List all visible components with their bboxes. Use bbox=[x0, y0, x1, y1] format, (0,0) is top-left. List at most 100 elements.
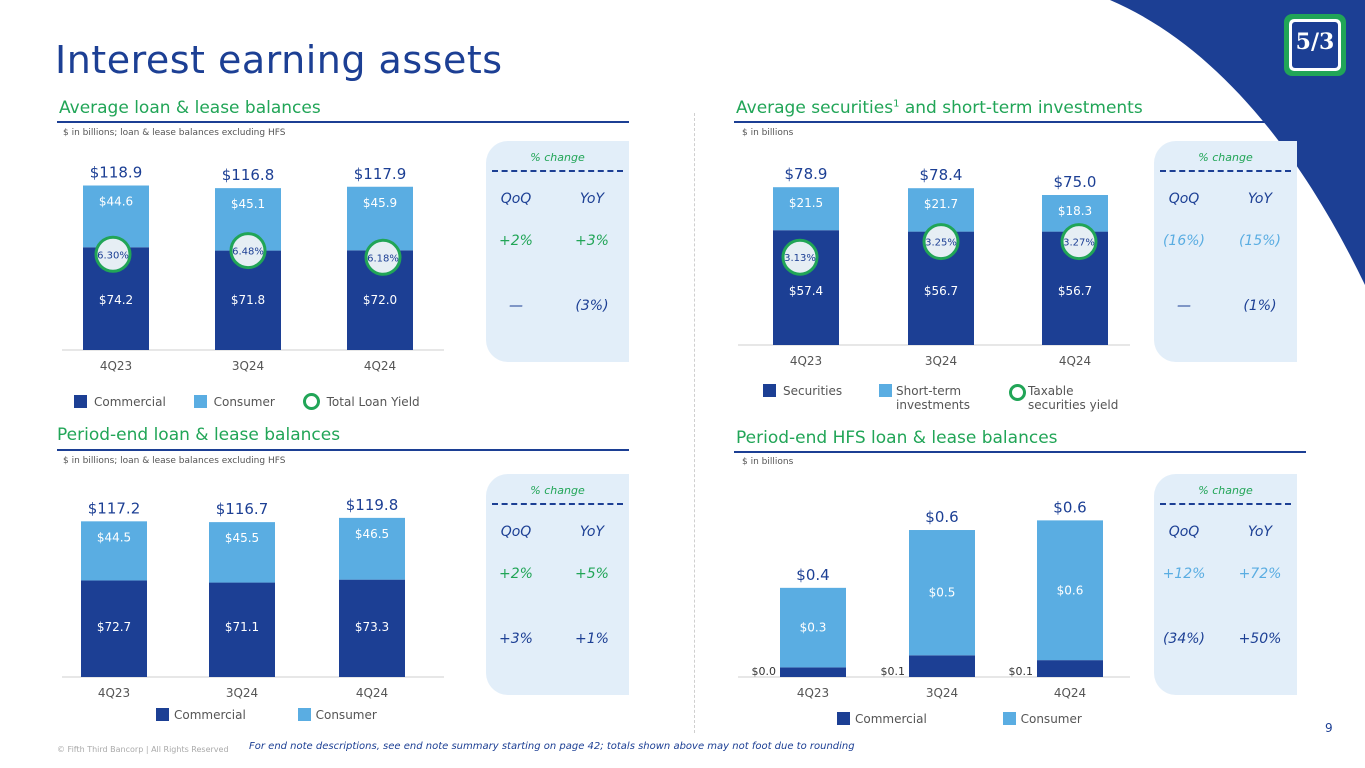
pct-change-box-avg-securities: % change QoQ YoY (16%) (15%) — (1%) bbox=[1154, 141, 1297, 362]
legend-item: Consumer bbox=[193, 395, 275, 409]
legend-item: Consumer bbox=[297, 708, 377, 722]
yield-label: 3.25% bbox=[925, 238, 957, 249]
yield-label: 3.27% bbox=[1063, 238, 1095, 249]
section-rule bbox=[57, 449, 629, 451]
segment-label: $73.3 bbox=[355, 620, 389, 634]
yield-marker bbox=[229, 232, 267, 270]
yield-marker bbox=[1060, 223, 1098, 261]
pct-value: +1% bbox=[575, 631, 609, 647]
yoy-header: YoY bbox=[1247, 524, 1273, 540]
pct-dashed-rule bbox=[1160, 503, 1291, 505]
yield-marker bbox=[364, 238, 402, 276]
bar-segment-short-term-investments bbox=[773, 187, 839, 231]
category-label: 4Q24 bbox=[356, 686, 388, 700]
legend-label: Short-term investments bbox=[896, 384, 971, 412]
legend-label: Securities bbox=[783, 384, 843, 398]
segment-label: $72.0 bbox=[363, 293, 397, 307]
pct-value: +3% bbox=[499, 631, 533, 647]
bar-segment-commercial bbox=[1037, 660, 1103, 677]
total-label: $0.6 bbox=[925, 508, 958, 526]
short-term-swatch bbox=[879, 384, 892, 397]
category-label: 4Q23 bbox=[100, 359, 132, 373]
legend-pe-loans: Commercial Consumer bbox=[156, 708, 377, 722]
section-rule bbox=[57, 121, 629, 123]
commercial-swatch bbox=[74, 395, 87, 408]
segment-label: $57.4 bbox=[789, 284, 823, 298]
logo-text: 5/3 bbox=[1292, 22, 1338, 68]
yield-label: 3.13% bbox=[784, 253, 816, 264]
legend-label: Commercial bbox=[174, 708, 246, 722]
pct-heading: % change bbox=[1198, 484, 1253, 497]
segment-label: $0.1 bbox=[1009, 665, 1034, 678]
legend-label: Commercial bbox=[94, 395, 166, 409]
segment-label: $45.5 bbox=[225, 531, 259, 545]
segment-label: $21.7 bbox=[924, 197, 958, 211]
footnote: For end note descriptions, see end note … bbox=[249, 741, 855, 752]
legend-label: Consumer bbox=[1020, 712, 1082, 726]
yoy-header: YoY bbox=[1247, 191, 1273, 207]
total-label: $75.0 bbox=[1054, 173, 1097, 191]
bar-segment-commercial bbox=[81, 580, 147, 677]
pct-value: +50% bbox=[1238, 631, 1282, 647]
pct-value: +72% bbox=[1238, 566, 1282, 582]
category-label: 3Q24 bbox=[926, 686, 958, 700]
yoy-header: YoY bbox=[579, 524, 605, 540]
bar-segment-commercial bbox=[909, 655, 975, 677]
pct-heading: % change bbox=[1198, 151, 1253, 164]
total-label: $117.2 bbox=[88, 499, 141, 517]
segment-label: $0.5 bbox=[929, 586, 956, 600]
page-number: 9 bbox=[1325, 721, 1333, 735]
yield-marker bbox=[94, 235, 132, 273]
pct-value: (34%) bbox=[1162, 631, 1206, 647]
bar-segment-consumer bbox=[909, 530, 975, 656]
legend-label: Commercial bbox=[855, 712, 927, 726]
pct-value: (16%) bbox=[1162, 233, 1206, 249]
segment-label: $44.5 bbox=[97, 530, 131, 544]
segment-label: $45.9 bbox=[363, 196, 397, 210]
total-label: $78.9 bbox=[785, 165, 828, 183]
total-label: $78.4 bbox=[920, 166, 963, 184]
segment-label: $0.3 bbox=[800, 621, 827, 635]
segment-label: $72.7 bbox=[97, 620, 131, 634]
qoq-header: QoQ bbox=[500, 191, 532, 207]
total-label: $0.6 bbox=[1053, 498, 1086, 516]
qoq-header: QoQ bbox=[1168, 524, 1200, 540]
pct-heading: % change bbox=[530, 484, 585, 497]
consumer-swatch bbox=[297, 708, 311, 721]
section-title-pe-loans: Period-end loan & lease balances bbox=[57, 425, 341, 445]
bar-segment-consumer bbox=[81, 521, 147, 581]
category-label: 3Q24 bbox=[226, 686, 258, 700]
endnote-marker: 1 bbox=[893, 98, 900, 110]
section-title-avg-securities: Average securities1 and short-term inves… bbox=[736, 98, 1143, 118]
category-label: 4Q23 bbox=[797, 686, 829, 700]
pct-value: (1%) bbox=[1243, 298, 1277, 314]
pct-dashed-rule bbox=[492, 503, 623, 505]
section-title-avg-loans: Average loan & lease balances bbox=[59, 98, 321, 118]
legend-label: Consumer bbox=[315, 708, 377, 722]
fifth-third-logo: 5/3 bbox=[1284, 14, 1346, 76]
pct-heading: % change bbox=[530, 151, 585, 164]
category-label: 3Q24 bbox=[925, 354, 957, 368]
segment-label: $71.8 bbox=[231, 293, 265, 307]
center-divider bbox=[694, 113, 695, 733]
yield-label: 6.18% bbox=[367, 253, 399, 264]
total-label: $119.8 bbox=[346, 496, 399, 514]
total-label: $0.4 bbox=[796, 566, 829, 584]
segment-label: $18.3 bbox=[1058, 204, 1092, 218]
total-label: $116.7 bbox=[216, 500, 269, 518]
bar-segment-consumer bbox=[1037, 520, 1103, 661]
pct-change-box-pe-loans: % change QoQ YoY +2% +5% +3% +1% bbox=[486, 474, 629, 695]
bar-segment-consumer bbox=[780, 587, 846, 668]
pct-value: — bbox=[509, 298, 523, 314]
category-label: 4Q24 bbox=[1054, 686, 1086, 700]
title-main: Average securities bbox=[736, 98, 894, 118]
yoy-header: YoY bbox=[579, 191, 605, 207]
category-label: 4Q23 bbox=[98, 686, 130, 700]
pct-value: +5% bbox=[575, 566, 609, 582]
legend-avg-loans: Commercial Consumer Total Loan Yield bbox=[74, 393, 420, 410]
legend-item: Total Loan Yield bbox=[302, 393, 420, 410]
section-title-pe-hfs: Period-end HFS loan & lease balances bbox=[736, 428, 1058, 448]
